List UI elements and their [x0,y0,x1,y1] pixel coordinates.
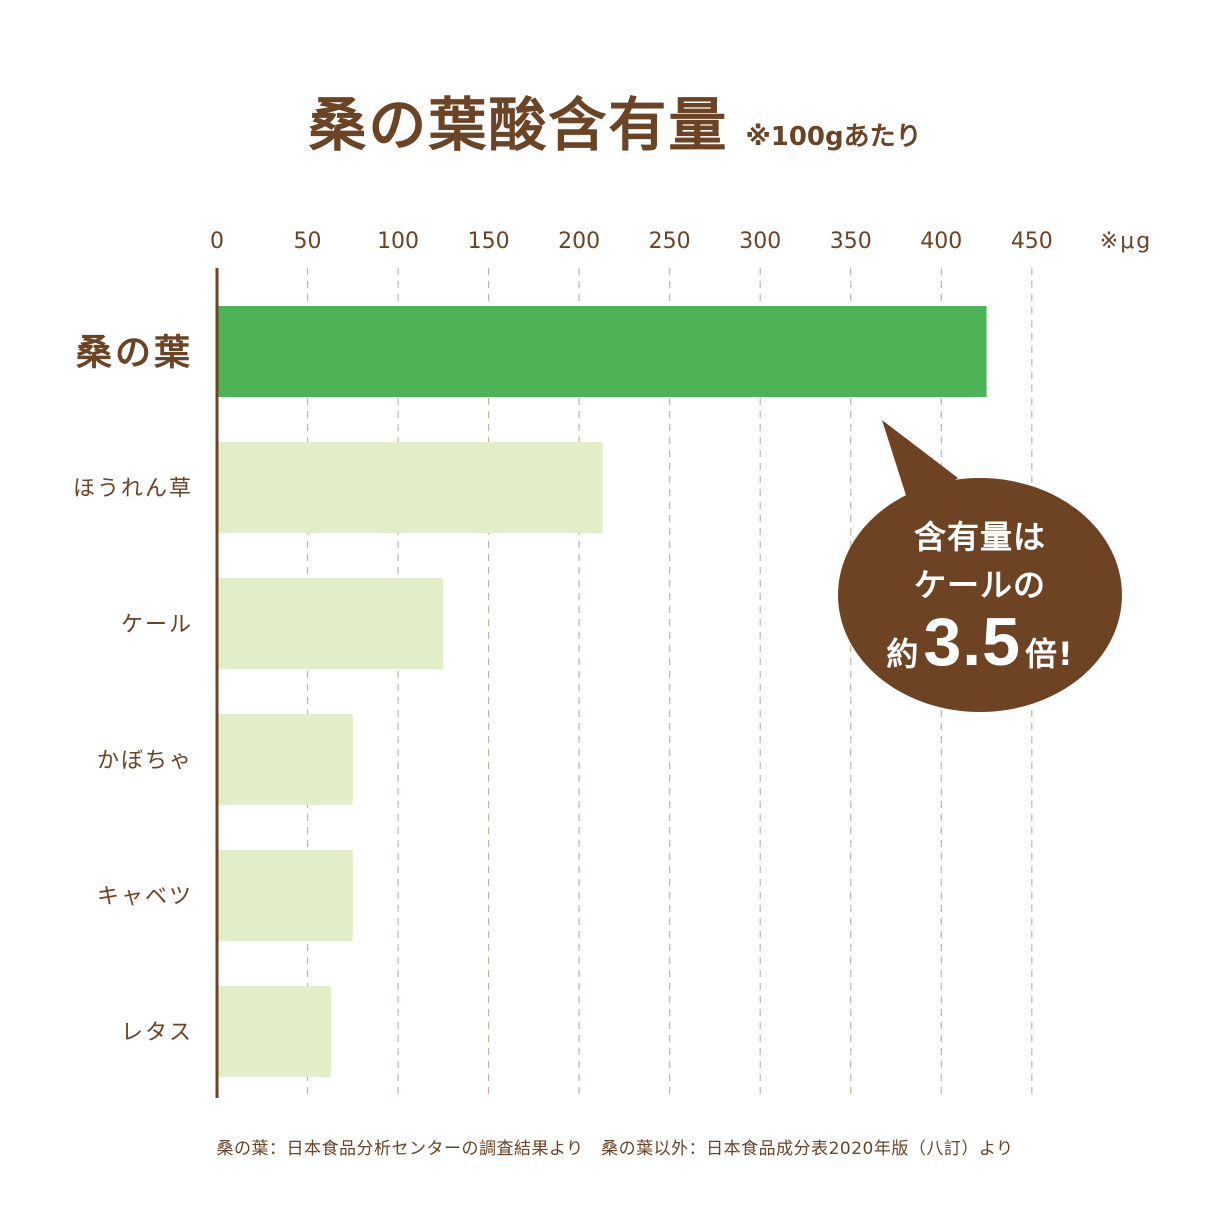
category-label: レタス [121,1021,193,1046]
x-tick-label: 200 [558,229,600,254]
category-label: ケール [121,613,193,638]
callout-line-1: 含有量は [913,517,1046,556]
x-tick-labels: 0 50 100 150 200 250 300 350 400 450 [210,229,1053,254]
callout-line-3: 約 3.5 倍! [886,603,1074,680]
bar-item [218,850,353,941]
x-tick-label: 150 [468,229,510,254]
bar-highlight [218,306,987,397]
bars [218,306,987,1077]
bar-item [218,578,444,669]
source-footnote: 桑の葉：日本食品分析センターの調査結果より 桑の葉以外：日本食品成分表2020年… [216,1139,1014,1159]
x-tick-label: 250 [649,229,691,254]
chart-header: 桑の葉酸含有量 ※100gあたり [0,78,1230,162]
callout-suffix: 倍! [1024,634,1074,673]
chart-title: 桑の葉酸含有量 [308,91,729,159]
category-label: ほうれん草 [73,477,193,502]
category-label: 桑の葉 [76,333,193,374]
callout-line-2: ケールの [913,565,1046,604]
callout-bubble: 含有量は ケールの 約 3.5 倍! [838,478,1122,712]
callout-number: 3.5 [923,603,1021,680]
x-tick-label: 100 [377,229,419,254]
x-tick-label: 50 [294,229,322,254]
bar-item [218,442,603,533]
category-label: キャベツ [97,885,193,910]
chart-subtitle: ※100gあたり [745,122,922,152]
grid-lines [306,268,1033,1098]
bar-item [218,986,332,1077]
unit-label: ※μg [1100,229,1152,254]
callout-prefix: 約 [886,634,920,673]
x-tick-label: 300 [739,229,781,254]
x-tick-label: 400 [920,229,962,254]
x-tick-label: 0 [210,229,224,254]
x-tick-label: 450 [1011,229,1053,254]
bar-item [218,714,353,805]
category-label: かぼちゃ [97,749,193,774]
x-tick-label: 350 [830,229,872,254]
